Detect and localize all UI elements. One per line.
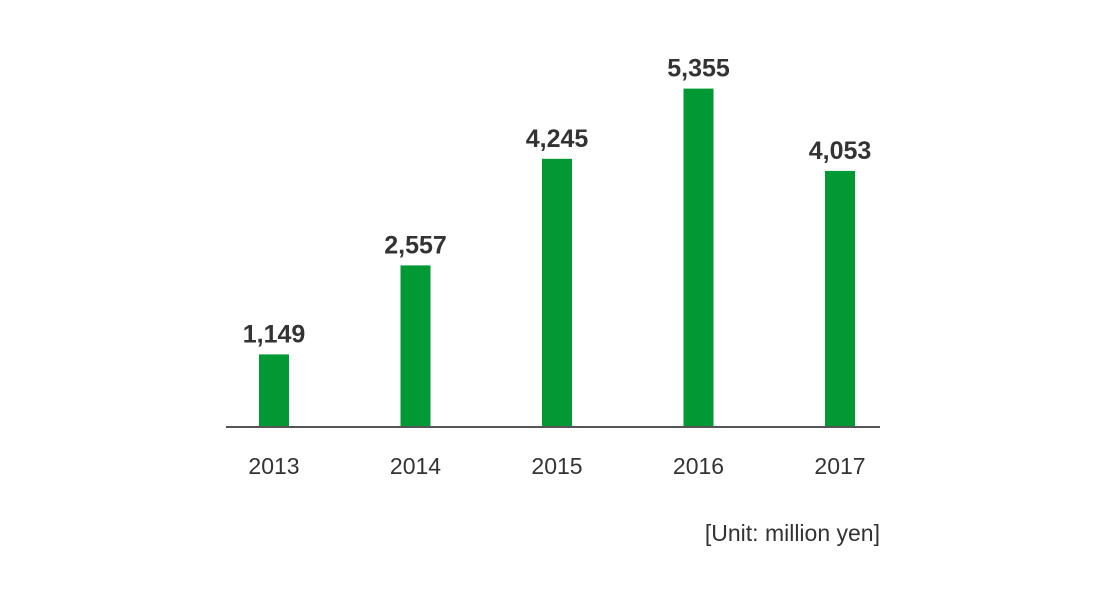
bar-2016 <box>683 88 714 427</box>
value-label-2015: 4,245 <box>526 125 589 153</box>
unit-note: [Unit: million yen] <box>705 520 880 546</box>
x-tick-label-2016: 2016 <box>673 453 724 479</box>
x-tick-label-2014: 2014 <box>390 453 441 479</box>
bar-2017 <box>825 170 855 427</box>
x-tick-label-2015: 2015 <box>531 453 582 479</box>
value-labels-layer: 1,149 2,557 4,245 5,355 4,053 <box>243 55 872 349</box>
value-label-2014: 2,557 <box>384 231 447 259</box>
value-label-2017: 4,053 <box>809 137 872 165</box>
value-label-2016: 5,355 <box>667 55 730 83</box>
x-tick-label-2017: 2017 <box>814 453 865 479</box>
bar-2014 <box>400 265 431 427</box>
x-tick-label-2013: 2013 <box>248 453 299 479</box>
value-label-2013: 1,149 <box>243 320 306 348</box>
bar-2013 <box>259 354 289 427</box>
x-tick-labels-layer: 2013 2014 2015 2016 2017 <box>248 453 865 479</box>
bars-layer <box>259 88 855 428</box>
bar-2015 <box>542 158 572 428</box>
